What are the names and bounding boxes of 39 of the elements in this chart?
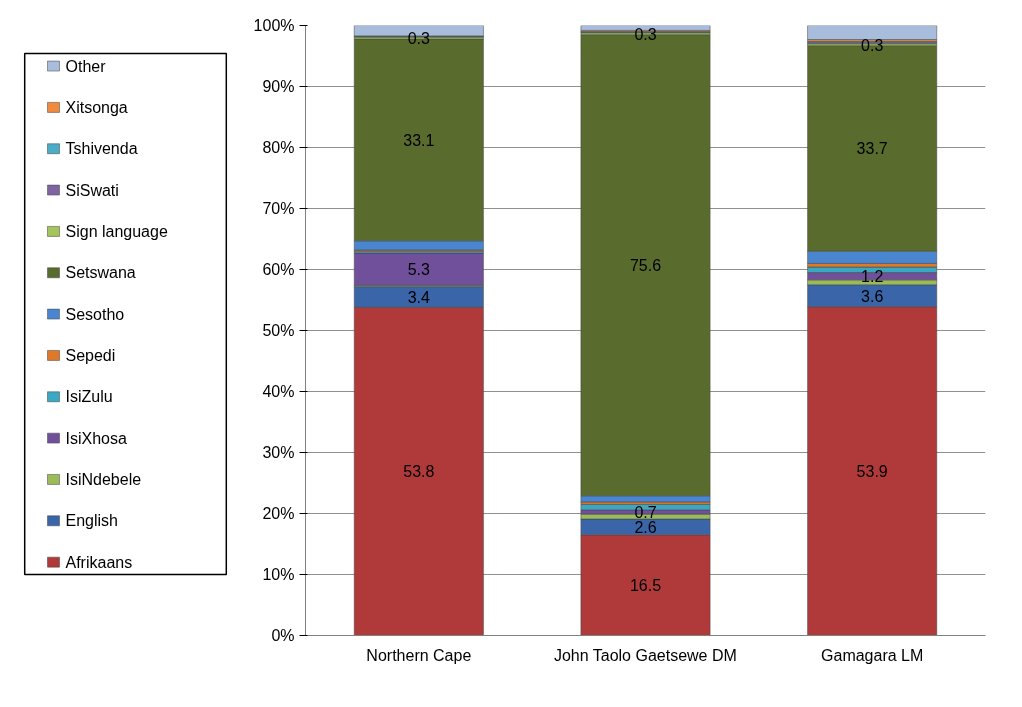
legend-label: Tshivenda	[65, 140, 138, 158]
y-tick-label: 40%	[262, 383, 295, 400]
y-tick-label: 100%	[253, 17, 295, 34]
data-label: 53.8	[403, 463, 435, 481]
data-label: 3.6	[861, 287, 884, 305]
data-label: 0.3	[861, 36, 884, 54]
y-tick-label: 0%	[271, 627, 295, 644]
legend-label: SiSwati	[65, 181, 119, 199]
legend-label: IsiXhosa	[65, 429, 127, 447]
data-label: 75.6	[629, 257, 662, 275]
legend-label: IsiNdebele	[65, 470, 142, 488]
y-tick-label: 70%	[262, 200, 295, 217]
data-label: 0.3	[634, 25, 657, 43]
legend-label: English	[65, 512, 118, 530]
data-label: 2.6	[634, 518, 657, 536]
data-label: 53.9	[856, 463, 888, 481]
data-label: 33.1	[403, 131, 435, 149]
y-tick-label: 50%	[262, 322, 295, 339]
data-label: 16.5	[629, 577, 662, 595]
legend-label: Setswana	[65, 264, 136, 282]
y-tick-label: 10%	[262, 566, 295, 583]
data-label: 33.7	[856, 140, 888, 158]
legend-label: Sepedi	[65, 346, 116, 364]
legend-label: IsiZulu	[65, 388, 113, 406]
x-tick-label: John Taolo Gaetsewe DM	[553, 646, 737, 664]
y-tick-label: 30%	[262, 444, 295, 461]
data-label: 5.3	[407, 261, 431, 279]
x-tick-label: Northern Cape	[366, 646, 472, 664]
legend-label: Afrikaans	[65, 553, 133, 571]
legend-label: Sesotho	[65, 305, 125, 323]
legend-label: Xitsonga	[65, 98, 128, 116]
y-tick-label: 60%	[262, 261, 295, 278]
x-tick-label: Gamagara LM	[821, 646, 924, 664]
y-tick-label: 80%	[262, 139, 295, 156]
y-tick-label: 20%	[262, 505, 295, 522]
y-tick-label: 90%	[262, 78, 295, 95]
data-label: 3.4	[407, 288, 431, 306]
legend-label: Other	[65, 57, 107, 75]
legend-label: Sign language	[65, 222, 168, 240]
